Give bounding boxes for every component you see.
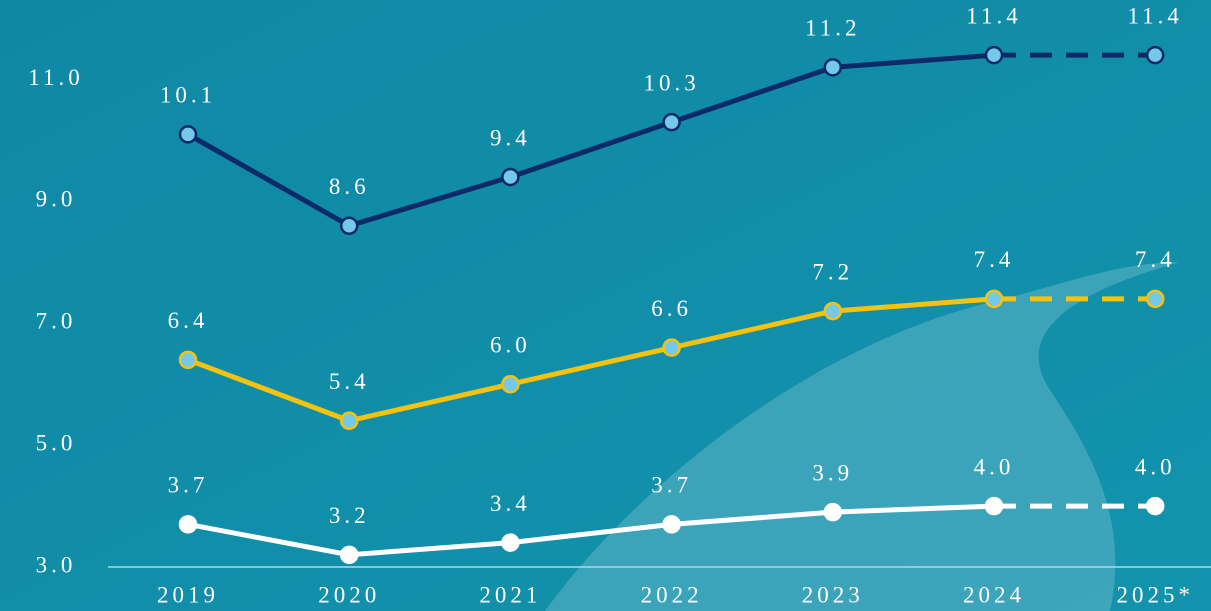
data-label: 11.2 [805,16,860,41]
marker [178,515,198,534]
marker [984,45,1004,65]
y-tick-label: 11.0 [28,65,83,90]
data-label: 6.6 [651,296,692,321]
marker [1145,45,1165,65]
x-tick-label: 2025* [1116,582,1194,607]
line [187,503,995,558]
x-tick-label: 2024 [963,582,1025,607]
data-label: 7.2 [812,259,853,284]
y-tick-label: 5.0 [36,430,77,455]
marker [501,533,520,552]
x-tick-label: 2019 [157,582,219,607]
data-label: 6.4 [168,308,209,333]
marker [823,301,843,321]
data-label: 11.4 [1127,3,1182,28]
y-tick-label: 9.0 [36,187,77,212]
data-label: 3.9 [812,460,853,485]
marker [178,350,198,370]
data-label: 3.2 [329,503,370,528]
line [186,52,995,229]
marker [823,58,843,77]
marker [501,374,520,394]
data-label: 3.7 [168,473,209,498]
line [187,296,995,424]
x-tick-label: 2023 [802,582,864,607]
data-label: 10.3 [643,70,699,95]
marker [339,216,359,236]
data-label: 11.4 [966,3,1021,28]
marker [984,289,1004,309]
marker [178,125,198,144]
marker [984,496,1004,516]
y-tick-label: 3.0 [36,552,77,577]
data-label: 3.7 [651,473,692,498]
data-label: 10.1 [160,83,216,108]
marker [501,167,520,187]
data-label: 6.0 [490,332,531,357]
marker [1145,496,1165,516]
marker [339,411,359,431]
marker [1145,289,1165,309]
data-label: 4.0 [1135,454,1176,479]
y-tick-label: 7.0 [36,309,77,334]
data-label: 8.6 [329,174,370,199]
data-label: 3.4 [490,491,531,516]
data-label: 5.4 [329,369,370,394]
marker [662,112,681,132]
data-label: 7.4 [974,247,1015,272]
data-label: 9.4 [490,125,531,150]
x-tick-label: 2020 [318,582,380,607]
data-label: 7.4 [1135,247,1176,272]
x-tick-label: 2022 [641,582,703,607]
data-label: 4.0 [974,454,1015,479]
marker [662,515,681,534]
marker [823,502,843,522]
marker [339,545,359,565]
x-tick-label: 2021 [479,582,541,607]
marker [662,338,681,357]
